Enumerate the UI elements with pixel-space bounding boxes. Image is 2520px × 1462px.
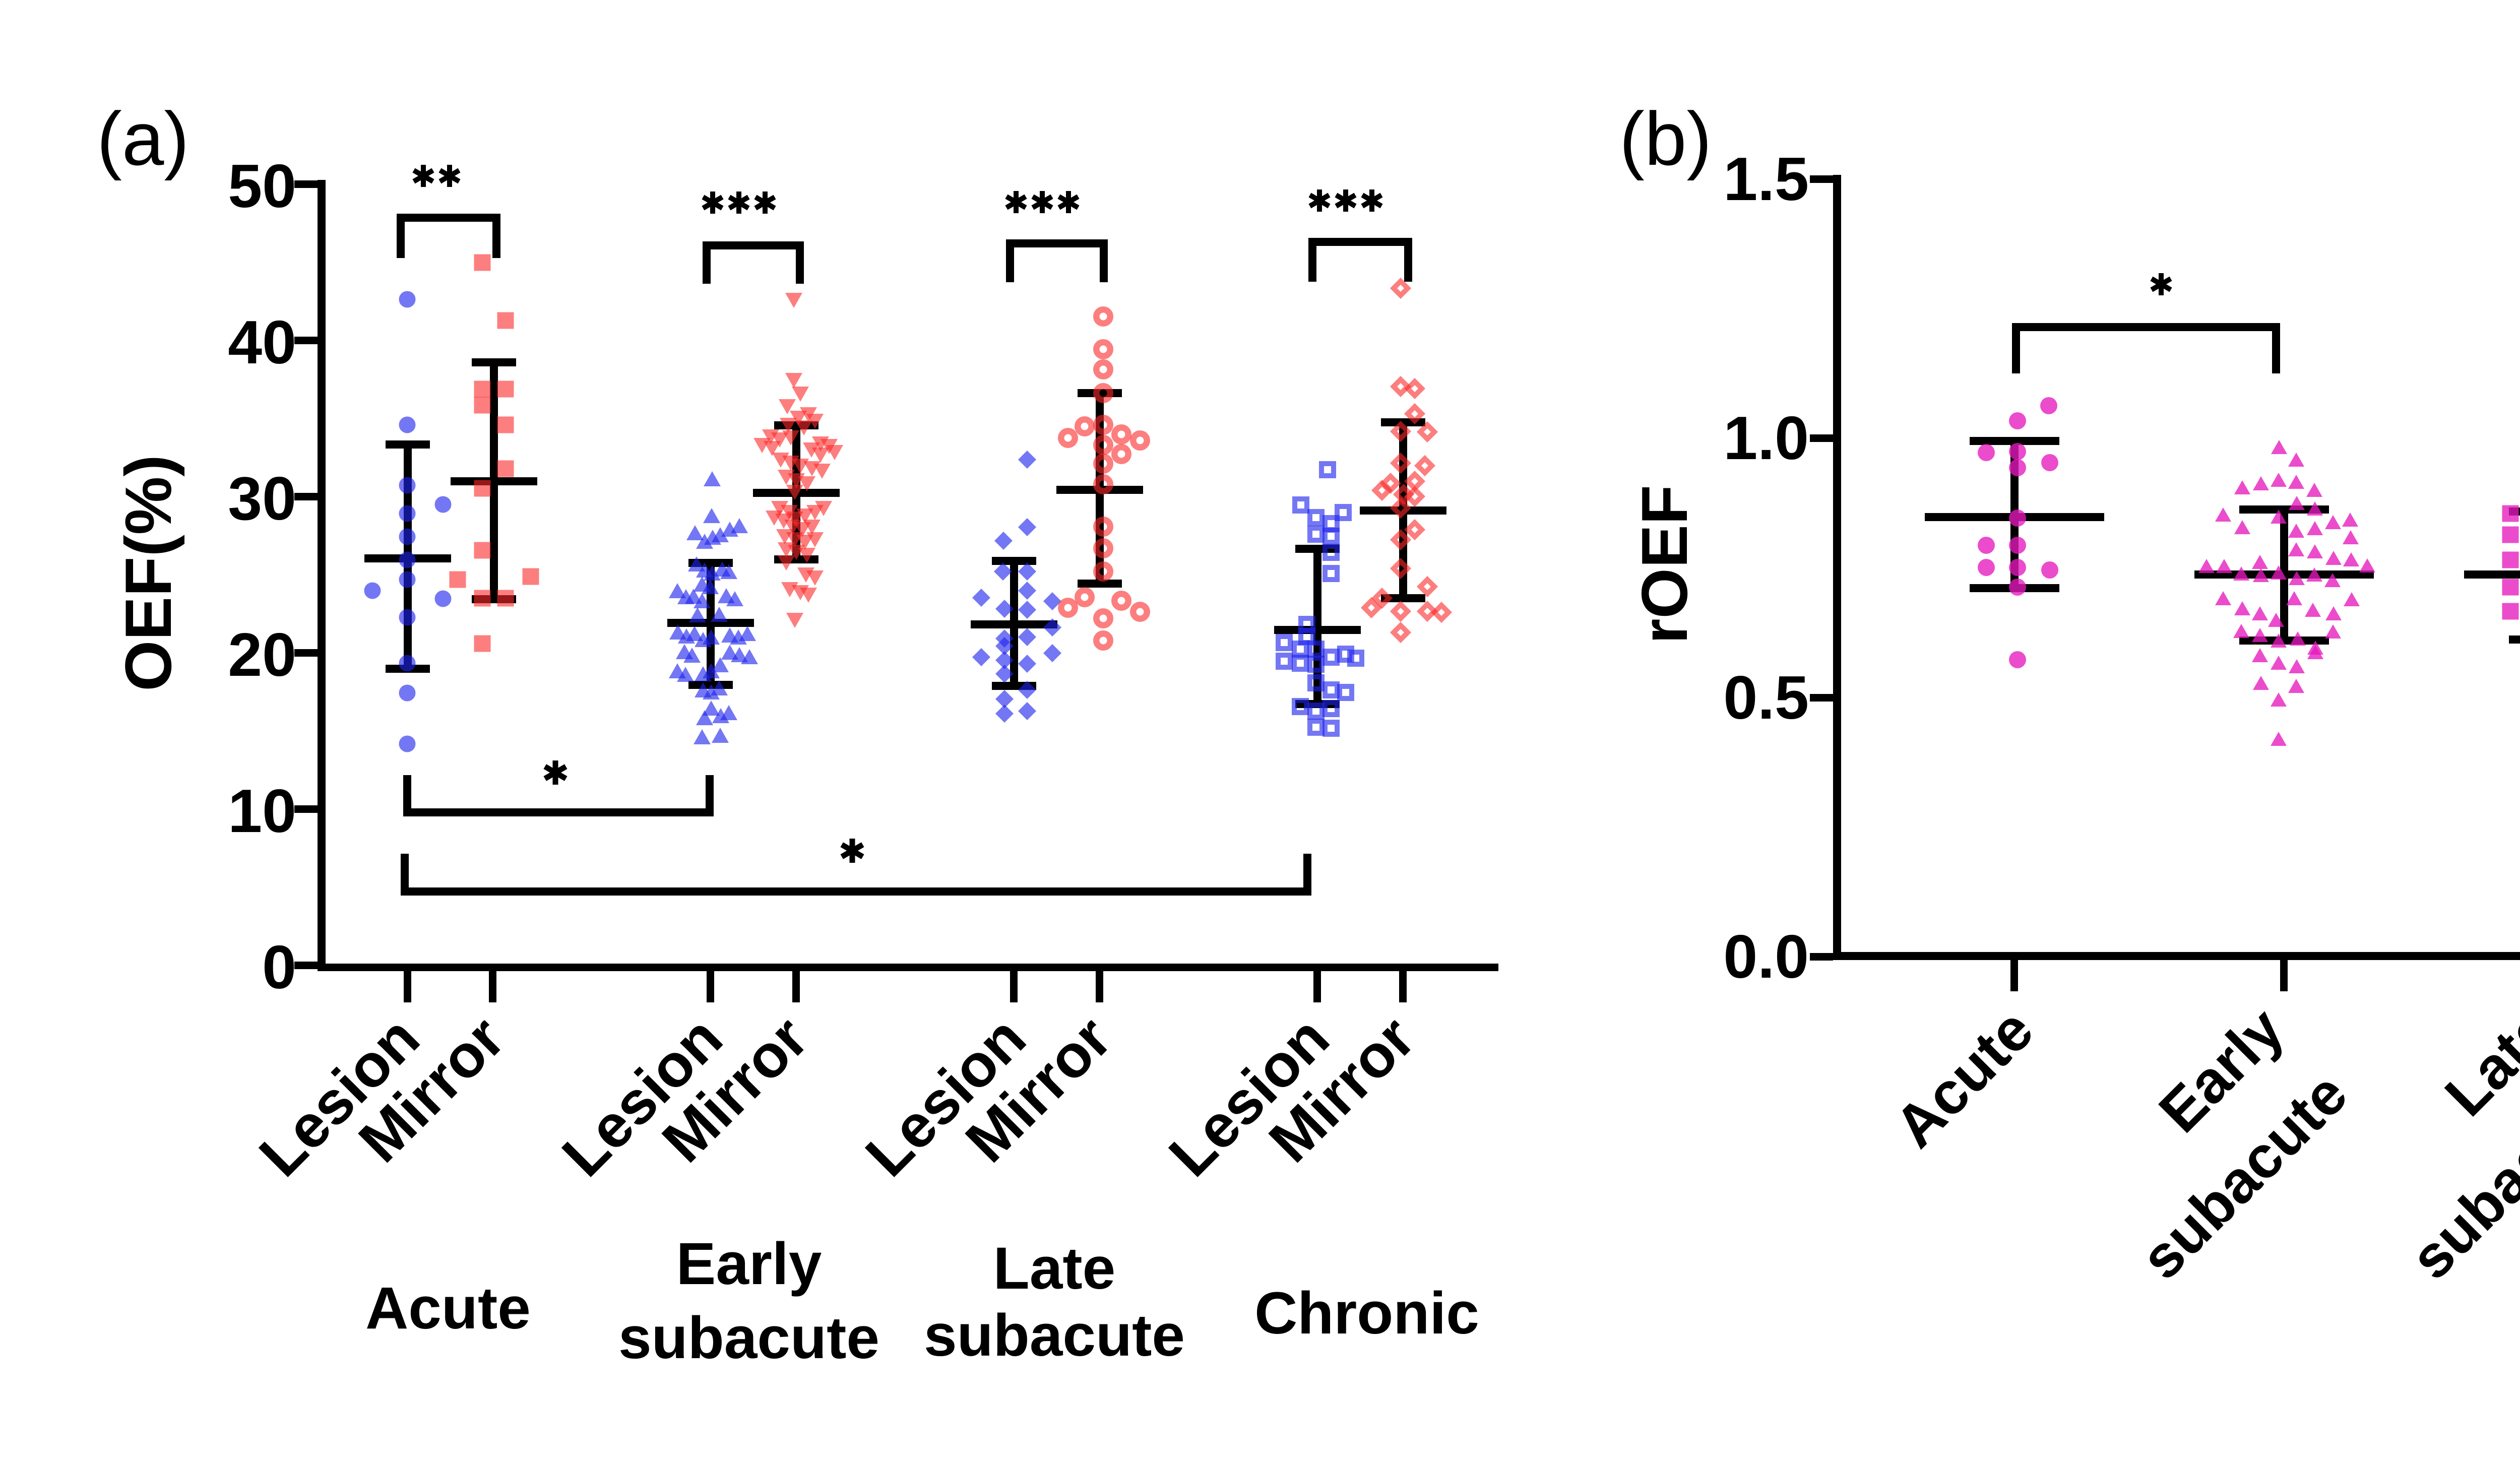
svg-text:20: 20: [228, 620, 296, 689]
svg-text:(b): (b): [1619, 96, 1712, 181]
svg-text:0.0: 0.0: [1723, 922, 1809, 991]
svg-text:OEF(%): OEF(%): [111, 455, 185, 691]
svg-text:rOEF: rOEF: [1628, 485, 1701, 644]
svg-text:Chronic: Chronic: [1254, 1280, 1479, 1347]
svg-text:0: 0: [262, 933, 296, 1001]
svg-text:10: 10: [228, 777, 296, 845]
svg-text:(a): (a): [97, 96, 189, 181]
svg-text:subacute: subacute: [618, 1305, 879, 1371]
svg-text:50: 50: [228, 152, 296, 220]
svg-text:1.5: 1.5: [1723, 145, 1809, 213]
svg-text:1.0: 1.0: [1723, 404, 1809, 472]
svg-text:Acute: Acute: [365, 1275, 531, 1342]
svg-text:Late: Late: [993, 1235, 1116, 1302]
svg-text:40: 40: [228, 308, 296, 376]
svg-text:subacute: subacute: [924, 1302, 1185, 1369]
svg-text:Early: Early: [676, 1231, 822, 1297]
svg-text:0.5: 0.5: [1723, 663, 1809, 732]
svg-text:30: 30: [228, 464, 296, 533]
